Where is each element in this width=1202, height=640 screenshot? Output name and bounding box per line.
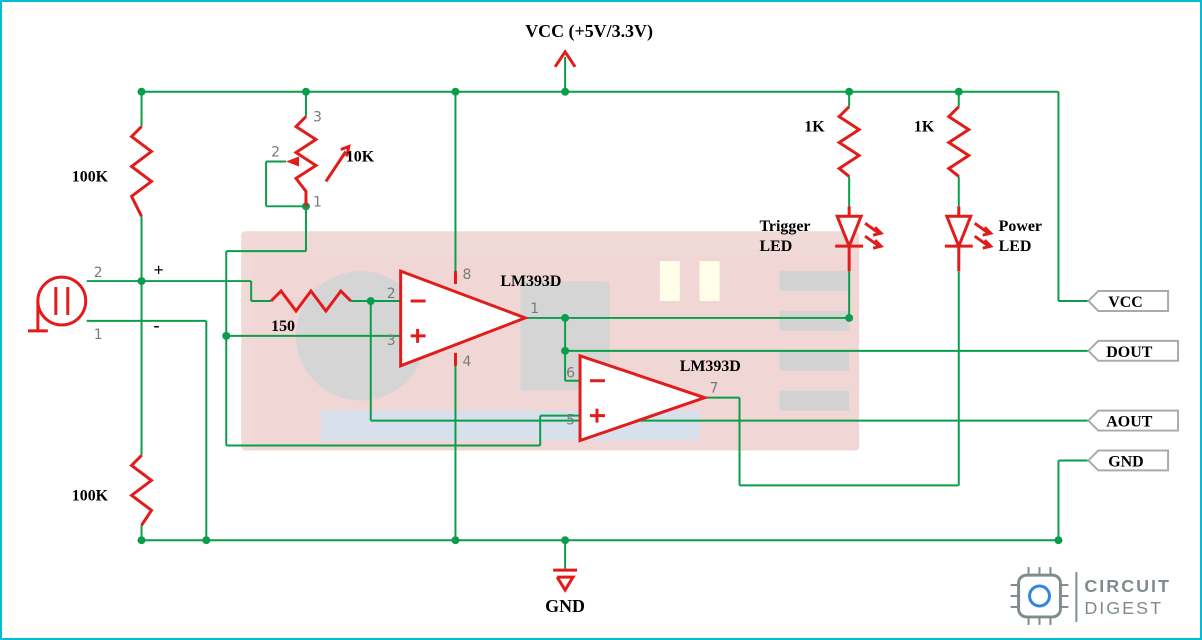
port-gnd: GND <box>1088 450 1168 470</box>
port-gnd-label: GND <box>1108 453 1143 470</box>
opamp1-pin4: 4 <box>462 354 471 370</box>
opamp2-pin7: 7 <box>710 381 719 397</box>
power-led-icon <box>945 206 991 271</box>
pot-pin1: 1 <box>313 194 322 210</box>
logo-icon <box>1011 567 1077 625</box>
opamp1-pin2: 2 <box>387 286 396 302</box>
logo-top: CIRCUIT <box>1084 576 1171 596</box>
opamp1-pin8: 8 <box>462 267 471 283</box>
r1-label: 100K <box>72 168 109 185</box>
pot-label: 10K <box>346 148 375 165</box>
mic-icon <box>28 277 86 331</box>
power-led-label2: LED <box>999 238 1032 255</box>
mic-pin1: 1 <box>94 327 103 343</box>
mic-pin2: 2 <box>94 265 103 281</box>
mic-minus: - <box>153 315 159 335</box>
logo-bottom: DIGEST <box>1084 598 1163 618</box>
gnd-label: GND <box>545 596 585 616</box>
opamp1-pin1: 1 <box>530 301 539 317</box>
r2-resistor-icon <box>132 455 152 525</box>
r1-resistor-icon <box>132 127 152 217</box>
r5-label: 1K <box>914 119 935 136</box>
mic-plus: + <box>153 260 163 280</box>
trigger-led-label: Trigger <box>759 218 810 235</box>
trigger-led-label2: LED <box>759 238 792 255</box>
opamp2-pin6: 6 <box>566 366 575 382</box>
pot-pin2: 2 <box>271 144 280 160</box>
pot-icon <box>286 117 349 207</box>
r4-label: 1K <box>804 119 825 136</box>
port-dout: DOUT <box>1088 341 1178 361</box>
opamp2-label: LM393D <box>680 358 741 375</box>
opamp2-pin5: 5 <box>566 413 575 429</box>
r4-resistor-icon <box>839 107 859 177</box>
gnd-symbol-icon <box>553 570 577 590</box>
r3-label: 150 <box>271 318 295 335</box>
vcc-label: VCC (+5V/3.3V) <box>525 21 653 42</box>
schematic-svg: VCC (+5V/3.3V) GND 2 1 + - 100K 100K 150… <box>2 2 1200 640</box>
port-vcc-label: VCC <box>1108 294 1143 311</box>
pot-pin3: 3 <box>313 110 322 126</box>
port-aout-label: AOUT <box>1106 414 1152 431</box>
port-dout-label: DOUT <box>1106 344 1152 361</box>
opamp1-label: LM393D <box>500 273 561 290</box>
r2-label: 100K <box>72 487 109 504</box>
port-vcc: VCC <box>1088 291 1168 311</box>
pcb-backdrop <box>241 231 859 450</box>
opamp1-pin3: 3 <box>387 333 396 349</box>
port-aout: AOUT <box>1088 411 1178 431</box>
r5-resistor-icon <box>949 107 969 177</box>
schematic-frame: VCC (+5V/3.3V) GND 2 1 + - 100K 100K 150… <box>0 0 1202 640</box>
power-led-label: Power <box>999 218 1042 235</box>
